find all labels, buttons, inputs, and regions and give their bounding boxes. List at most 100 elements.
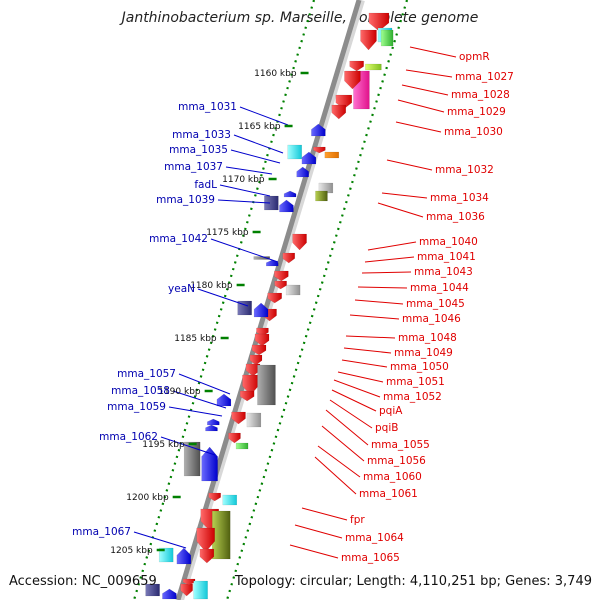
reverse-gene-glyph bbox=[292, 233, 307, 251]
reverse-gene-label: mma_1030 bbox=[444, 126, 503, 138]
forward-gene-glyph bbox=[380, 29, 394, 47]
reverse-label-leader bbox=[345, 335, 396, 339]
forward-label-leader bbox=[210, 238, 279, 263]
forward-gene-glyph bbox=[365, 63, 382, 71]
reverse-gene-glyph bbox=[267, 292, 282, 304]
forward-gene-label: mma_1057 bbox=[117, 368, 176, 380]
forward-gene-glyph bbox=[324, 151, 340, 159]
forward-gene-label: mma_1042 bbox=[149, 233, 208, 245]
reverse-gene-label: mma_1040 bbox=[419, 236, 478, 248]
reverse-label-leader bbox=[331, 389, 377, 412]
reverse-label-leader bbox=[381, 192, 428, 199]
forward-gene-label: mma_1037 bbox=[164, 161, 223, 173]
reverse-gene-label: mma_1055 bbox=[371, 439, 430, 451]
forward-gene-glyph bbox=[222, 494, 238, 506]
forward-gene-glyph bbox=[253, 302, 269, 318]
reverse-label-leader bbox=[349, 314, 400, 320]
reverse-gene-glyph bbox=[239, 390, 255, 402]
forward-gene-glyph bbox=[235, 442, 249, 450]
forward-gene-glyph bbox=[287, 144, 302, 160]
forward-label-leader bbox=[168, 406, 223, 417]
reverse-gene-label: mma_1052 bbox=[383, 391, 442, 403]
ruler-tick-label: 1180 kbp bbox=[190, 281, 233, 291]
reverse-gene-label: mma_1032 bbox=[435, 164, 494, 176]
reverse-label-leader bbox=[321, 425, 365, 462]
forward-gene-label: mma_1062 bbox=[99, 431, 158, 443]
forward-gene-glyph bbox=[296, 166, 309, 178]
genome-backbone bbox=[175, 0, 362, 600]
reverse-gene-label: mma_1034 bbox=[430, 192, 489, 204]
forward-gene-glyph bbox=[193, 580, 208, 600]
reverse-gene-label: mma_1061 bbox=[359, 488, 418, 500]
forward-guide-line bbox=[132, 0, 316, 600]
reverse-guide-line bbox=[225, 0, 409, 600]
ruler-tick-label: 1195 kbp bbox=[142, 440, 185, 450]
reverse-label-leader bbox=[395, 121, 442, 133]
reverse-gene-label: mma_1045 bbox=[406, 298, 465, 310]
forward-gene-label: mma_1039 bbox=[156, 194, 215, 206]
reverse-label-leader bbox=[401, 84, 449, 96]
forward-gene-glyph bbox=[237, 300, 252, 316]
reverse-label-leader bbox=[364, 256, 415, 263]
reverse-gene-glyph bbox=[313, 146, 326, 154]
forward-gene-glyph bbox=[216, 393, 232, 407]
reverse-label-leader bbox=[367, 241, 417, 251]
reverse-label-leader bbox=[405, 69, 453, 78]
forward-gene-label: mma_1033 bbox=[172, 129, 231, 141]
reverse-gene-glyph bbox=[344, 70, 361, 90]
reverse-gene-glyph bbox=[349, 60, 364, 72]
forward-label-leader bbox=[172, 390, 227, 409]
reverse-label-leader bbox=[294, 524, 343, 539]
reverse-label-leader bbox=[354, 299, 404, 305]
forward-label-leader bbox=[160, 436, 216, 456]
ruler-tick-label: 1170 kbp bbox=[222, 175, 265, 185]
reverse-label-leader bbox=[357, 286, 408, 289]
forward-gene-glyph bbox=[285, 284, 301, 296]
forward-label-leader bbox=[197, 288, 249, 307]
reverse-gene-glyph bbox=[274, 280, 287, 290]
reverse-gene-label: fpr bbox=[350, 514, 365, 526]
reverse-label-leader bbox=[314, 456, 357, 495]
reverse-label-leader bbox=[377, 202, 424, 218]
forward-gene-glyph bbox=[311, 123, 326, 137]
reverse-gene-glyph bbox=[242, 374, 259, 396]
reverse-label-leader bbox=[333, 379, 381, 398]
reverse-gene-label: mma_1049 bbox=[394, 347, 453, 359]
reverse-gene-glyph bbox=[245, 363, 261, 377]
reverse-gene-label: pqiB bbox=[375, 422, 398, 434]
reverse-gene-label: mma_1027 bbox=[455, 71, 514, 83]
reverse-gene-label: mma_1064 bbox=[345, 532, 404, 544]
forward-gene-glyph bbox=[158, 547, 174, 563]
reverse-label-leader bbox=[341, 359, 388, 368]
forward-gene-label: fadL bbox=[194, 179, 217, 191]
map-title: Janthinobacterium sp. Marseille, complet… bbox=[121, 10, 479, 26]
reverse-gene-glyph bbox=[231, 411, 246, 425]
genome-summary-text: Topology: circular; Length: 4,110,251 bp… bbox=[234, 574, 592, 589]
forward-gene-label: yeaN bbox=[168, 283, 195, 295]
ruler-tick-label: 1165 kbp bbox=[238, 122, 281, 132]
forward-label-leader bbox=[230, 149, 281, 164]
reverse-gene-glyph bbox=[251, 344, 267, 356]
reverse-gene-label: mma_1044 bbox=[410, 282, 469, 294]
reverse-label-leader bbox=[343, 347, 392, 354]
forward-label-leader bbox=[233, 134, 284, 154]
reverse-gene-glyph bbox=[274, 270, 289, 282]
forward-gene-glyph bbox=[264, 195, 279, 211]
reverse-gene-label: mma_1048 bbox=[398, 332, 457, 344]
reverse-gene-glyph bbox=[249, 354, 263, 366]
forward-gene-glyph bbox=[279, 199, 294, 213]
forward-gene-label: mma_1035 bbox=[169, 144, 228, 156]
reverse-gene-glyph bbox=[368, 12, 390, 32]
forward-gene-glyph bbox=[283, 190, 297, 198]
reverse-gene-label: mma_1046 bbox=[402, 313, 461, 325]
reverse-label-leader bbox=[337, 371, 384, 383]
reverse-label-leader bbox=[397, 99, 445, 113]
forward-gene-glyph bbox=[145, 583, 160, 597]
ruler-tick-label: 1175 kbp bbox=[206, 228, 249, 238]
forward-gene-label: mma_1067 bbox=[72, 526, 131, 538]
forward-gene-glyph bbox=[207, 418, 220, 426]
reverse-label-leader bbox=[289, 544, 339, 559]
reverse-label-leader bbox=[386, 159, 433, 171]
